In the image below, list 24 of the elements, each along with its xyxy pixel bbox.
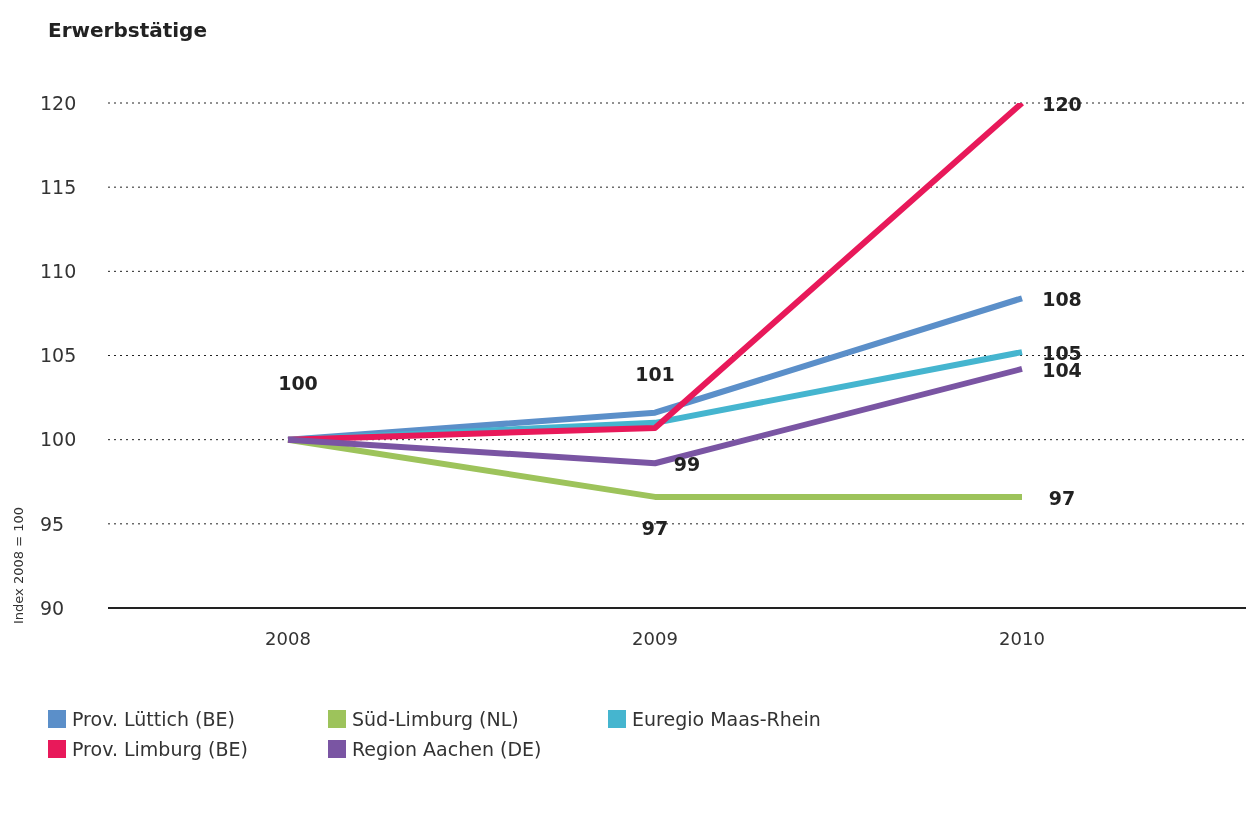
y-tick-label: 110	[40, 260, 77, 283]
legend-label: Süd-Limburg (NL)	[352, 708, 519, 730]
y-tick-label: 95	[40, 512, 65, 535]
y-tick-label: 105	[40, 344, 77, 367]
legend-label: Prov. Lüttich (BE)	[72, 708, 235, 730]
data-label: 120	[1042, 93, 1082, 115]
data-label: 99	[673, 453, 701, 476]
data-label: 101	[635, 362, 675, 385]
y-axis-title: Index 2008 = 100	[10, 506, 26, 626]
data-label: 97	[641, 516, 669, 539]
data-label: 97	[1048, 486, 1076, 509]
chart-title: Erwerbstätige	[48, 18, 208, 42]
x-tick-label: 2008	[265, 627, 311, 649]
data-label: 100	[278, 371, 318, 394]
y-tick-label: 120	[40, 91, 77, 114]
legend-label: Prov. Limburg (BE)	[72, 738, 248, 760]
y-tick-label: 115	[40, 175, 77, 198]
data-label: 108	[1042, 288, 1082, 311]
y-tick-label: 100	[40, 428, 77, 451]
x-tick-label: 2010	[999, 627, 1045, 649]
x-tick-label: 2009	[632, 627, 678, 649]
legend-label: Euregio Maas-Rhein	[632, 708, 821, 730]
y-tick-label: 90	[40, 596, 65, 619]
legend-label: Region Aachen (DE)	[352, 738, 542, 760]
